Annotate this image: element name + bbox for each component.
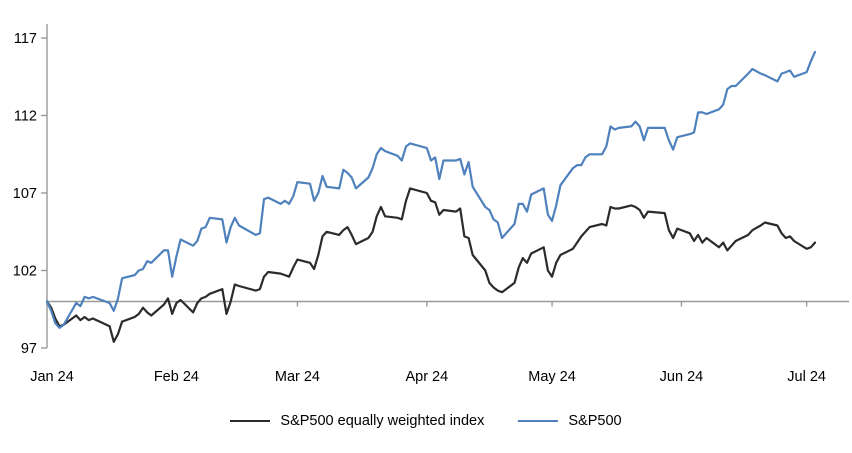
line-chart-plot-area: 97 102 107 112 117 Jan 24 Feb 24 Mar 24 Apr 24 Ma… [13,24,849,385]
legend-label-equal-weighted: S&P500 equally weighted index [280,413,485,429]
y-axis-label-107: 107 [13,186,37,202]
x-axis-label-jul-24: Jul 24 [787,369,826,385]
y-axis-label-102: 102 [13,264,37,280]
series-line-sp500 [45,50,817,329]
x-axis-label-jan-24: Jan 24 [30,369,74,385]
x-axis-label-mar-24: Mar 24 [275,369,320,385]
legend-label-sp500: S&P500 [568,413,622,429]
x-axis-label-jun-24: Jun 24 [660,369,704,385]
x-axis-label-may-24: May 24 [528,369,576,385]
legend-item-equal-weighted: S&P500 equally weighted index [230,413,484,429]
y-axis-label-97: 97 [21,341,37,357]
series-line-equal-weighted [45,187,817,343]
sp500-line-swatch-icon [518,420,559,422]
equal-weighted-line-swatch-icon [230,420,271,422]
x-axis-label-apr-24: Apr 24 [405,369,448,385]
chart-legend: S&P500 equally weighted index S&P500 [0,413,852,429]
y-axis-label-112: 112 [14,109,37,125]
y-axis-label-117: 117 [14,31,37,47]
x-axis-label-feb-24: Feb 24 [154,369,199,385]
legend-item-sp500: S&P500 [518,413,622,429]
